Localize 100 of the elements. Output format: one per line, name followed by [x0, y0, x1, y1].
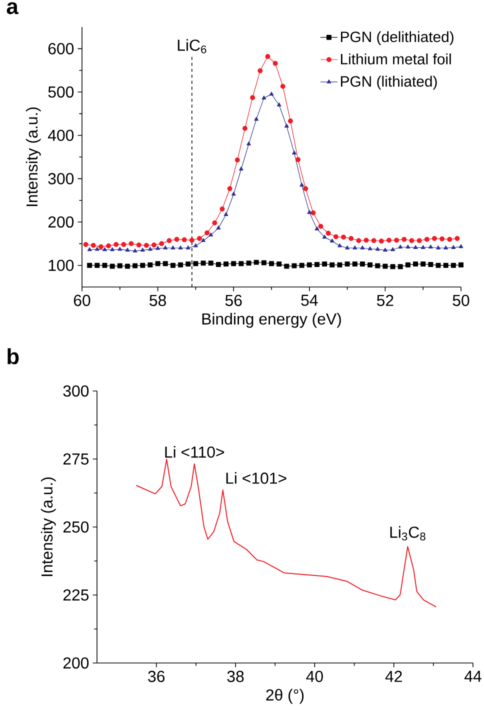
- annotation: Li <110>: [165, 446, 224, 458]
- point: [269, 92, 274, 96]
- point: [447, 236, 452, 242]
- y-axis-title: Intensity (a.u.): [26, 108, 41, 206]
- legend-label: PGN (lithiated): [340, 76, 437, 90]
- point: [451, 245, 456, 249]
- point: [296, 157, 301, 162]
- point: [310, 210, 316, 216]
- point: [110, 247, 115, 252]
- point: [409, 238, 414, 244]
- x-tick-label: 58: [150, 294, 166, 306]
- point: [428, 244, 433, 249]
- point: [371, 238, 376, 244]
- point: [458, 244, 464, 248]
- x-tick-label: 54: [301, 294, 318, 306]
- legend-label: PGN (delithiated): [340, 31, 454, 46]
- point: [326, 230, 331, 236]
- y-tick-label: 500: [48, 86, 74, 98]
- point: [348, 236, 354, 241]
- point: [292, 150, 296, 155]
- point: [440, 236, 445, 242]
- point: [144, 242, 149, 248]
- point: [390, 247, 395, 252]
- point: [344, 262, 350, 267]
- y-tick-label: 600: [48, 43, 74, 54]
- point: [341, 234, 346, 240]
- point: [337, 262, 342, 268]
- point: [136, 242, 142, 248]
- point: [322, 262, 328, 267]
- point: [444, 246, 448, 250]
- point: [276, 102, 282, 106]
- point: [269, 261, 274, 266]
- point: [242, 126, 248, 131]
- point: [450, 262, 456, 268]
- point: [186, 246, 190, 250]
- point: [155, 261, 160, 266]
- point: [314, 226, 320, 230]
- point: [216, 226, 221, 230]
- point: [424, 236, 430, 242]
- point: [458, 262, 464, 268]
- point: [148, 262, 153, 268]
- point: [196, 236, 202, 241]
- point: [258, 68, 263, 74]
- point: [193, 243, 198, 248]
- point: [182, 237, 187, 242]
- point: [114, 242, 119, 248]
- y-tick-label: 275: [63, 453, 89, 465]
- point: [118, 246, 122, 251]
- point: [306, 262, 312, 268]
- point: [246, 260, 252, 266]
- point: [345, 246, 350, 250]
- point: [193, 261, 198, 266]
- point: [87, 247, 92, 252]
- point: [208, 232, 214, 236]
- point: [166, 238, 172, 244]
- point: [280, 84, 286, 89]
- point: [307, 210, 312, 214]
- point: [216, 262, 221, 267]
- point: [254, 116, 259, 121]
- annotation: Li <101>: [226, 472, 286, 484]
- point: [303, 186, 308, 192]
- point: [406, 244, 410, 249]
- point: [125, 248, 130, 252]
- point: [254, 260, 259, 265]
- point: [390, 264, 396, 270]
- x-tick-label: 42: [385, 670, 402, 682]
- x-tick-label: 40: [306, 670, 323, 682]
- point: [224, 212, 228, 216]
- y-axis-title: Intensity (a.u.): [40, 478, 56, 576]
- point: [250, 95, 256, 100]
- point: [156, 246, 160, 250]
- point: [208, 260, 214, 266]
- point: [378, 238, 384, 244]
- point: [212, 220, 218, 226]
- point: [352, 262, 358, 267]
- point: [170, 262, 176, 268]
- annotation: Li$_{3}$C$_{8}$: [390, 526, 426, 540]
- point: [159, 241, 164, 246]
- point: [106, 243, 112, 248]
- point: [220, 206, 225, 212]
- point: [189, 238, 194, 243]
- point: [200, 260, 206, 266]
- point: [90, 242, 96, 248]
- point: [352, 246, 358, 250]
- point: [272, 60, 278, 66]
- point: [364, 238, 369, 243]
- point: [443, 262, 448, 268]
- point: [87, 262, 92, 268]
- point: [132, 248, 138, 252]
- point: [170, 246, 176, 250]
- y-tick-label: 200: [48, 216, 74, 228]
- point: [117, 263, 122, 268]
- point: [121, 242, 126, 248]
- y-tick-label: 300: [63, 385, 89, 397]
- point: [402, 236, 407, 242]
- x-tick-label: 56: [225, 294, 242, 306]
- chart-title: b: [8, 348, 19, 364]
- legend-label: Lithium metal foil: [340, 53, 451, 64]
- point: [356, 238, 362, 244]
- point: [152, 242, 156, 248]
